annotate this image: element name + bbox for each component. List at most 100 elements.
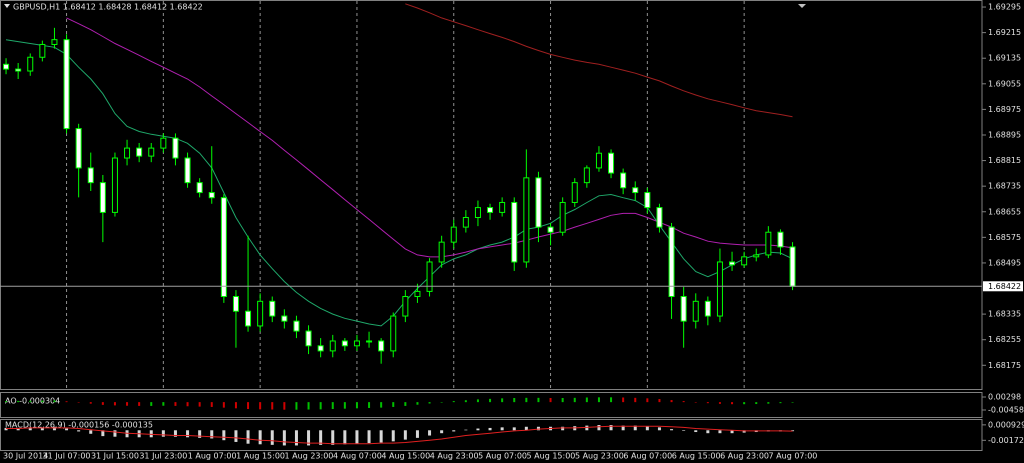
ao-bar (162, 402, 165, 406)
ao-bar (307, 402, 310, 410)
candle-body (680, 296, 687, 322)
y-tick-label: 1.68335 (988, 310, 1021, 319)
y-tick-label: 0.000929 (988, 420, 1024, 429)
ao-bar (89, 402, 92, 404)
candle-body (281, 315, 288, 322)
macd-bar (307, 430, 311, 446)
ao-bar (525, 397, 528, 403)
y-tick-label: 1.68895 (988, 130, 1021, 139)
candle-body (571, 182, 578, 203)
macd-bar (742, 430, 746, 433)
macd-bar (440, 430, 444, 434)
ao-bar (41, 400, 44, 403)
macd-bar (561, 426, 565, 431)
y-tick-label: 1.69135 (988, 54, 1021, 63)
x-tick-label: 31 Jul 23:00 (139, 452, 187, 461)
ao-frame (0, 392, 983, 418)
candle-body (656, 207, 663, 228)
menu-triangle (4, 4, 10, 8)
macd-signal (6, 425, 793, 445)
ao-bar (53, 400, 56, 403)
ao-bar (513, 398, 516, 403)
x-tick-label: 6 Aug 15:00 (672, 452, 721, 461)
x-tick-label: 1 Aug 23:00 (285, 452, 334, 461)
macd-bar (101, 430, 105, 437)
candle-body (366, 340, 373, 343)
x-tick-label: 5 Aug 07:00 (478, 452, 527, 461)
y-tick-label: 1.68735 (988, 182, 1021, 191)
x-tick-label: 31 Jul 15:00 (91, 452, 139, 461)
macd-bar (645, 426, 649, 431)
macd-bar (270, 430, 274, 445)
ao-bar (597, 397, 600, 403)
candle-body (245, 310, 252, 327)
last-price-label: 1.68422 (988, 282, 1021, 291)
macd-bar (319, 430, 323, 445)
x-tick-label: 1 Aug 15:00 (236, 452, 285, 461)
candle-body (353, 340, 360, 347)
ao-bar (706, 402, 709, 404)
candle-body (704, 300, 711, 317)
y-tick-label: 1.69055 (988, 79, 1021, 88)
x-tick-label: 5 Aug 15:00 (527, 452, 576, 461)
candle-body (608, 152, 615, 174)
candle-body (741, 256, 748, 266)
macd-bar (198, 430, 202, 438)
macd-bar (16, 427, 20, 431)
candle-body (535, 177, 542, 228)
candle-body (499, 201, 506, 213)
macd-bar (694, 430, 698, 433)
macd-bar (234, 430, 238, 442)
candle-body (184, 157, 191, 184)
y-tick-label: 1.68575 (988, 233, 1021, 242)
candle-body (438, 241, 445, 263)
candle-body (644, 192, 651, 209)
macd-bar (52, 426, 56, 431)
candle-body (390, 315, 397, 352)
x-tick-label: 1 Aug 07:00 (188, 452, 237, 461)
macd-bar (186, 430, 190, 438)
candle-body (136, 147, 143, 157)
candle-body (450, 226, 457, 243)
macd-bar (730, 430, 734, 434)
macd-bar (210, 430, 214, 439)
x-tick-label: 4 Aug 15:00 (381, 452, 430, 461)
candle-body (716, 261, 723, 317)
macd-bar (791, 430, 795, 432)
macd-bar (452, 430, 456, 432)
ao-bar (101, 402, 104, 405)
macd-bar (585, 425, 589, 431)
candle-body (27, 56, 34, 72)
candle-body (75, 128, 82, 169)
x-tick-label: 4 Aug 23:00 (430, 452, 479, 461)
ao-bar (222, 402, 225, 408)
candle-body (99, 182, 106, 213)
ao-bar (174, 402, 177, 406)
macd-bar (670, 429, 674, 431)
macd-bar (4, 427, 8, 431)
candle-body (668, 226, 675, 298)
ao-bar (138, 402, 141, 406)
macd-bar (621, 425, 625, 431)
candle-body (232, 296, 239, 312)
x-tick-label: 6 Aug 07:00 (623, 452, 672, 461)
last-price-box (983, 281, 1023, 292)
candle-body (474, 207, 481, 219)
candle-body (765, 231, 772, 256)
price-area (3, 1, 796, 389)
y-tick-label: 1.68495 (988, 258, 1021, 267)
main-frame (0, 0, 983, 390)
candle-body (172, 137, 179, 159)
candle-body (789, 246, 796, 287)
macd-bar (597, 425, 601, 431)
y-tick-label: -0.00458 (988, 406, 1024, 415)
macd-bar (113, 430, 117, 437)
candle-body (220, 197, 227, 298)
ao-bar (718, 402, 721, 404)
ao-bar (610, 397, 613, 403)
candle-body (305, 330, 312, 347)
candle-body (160, 137, 167, 149)
chart-title: GBPUSD,H1 1.68412 1.68428 1.68412 1.6842… (13, 3, 203, 12)
macd-bar (379, 430, 383, 443)
